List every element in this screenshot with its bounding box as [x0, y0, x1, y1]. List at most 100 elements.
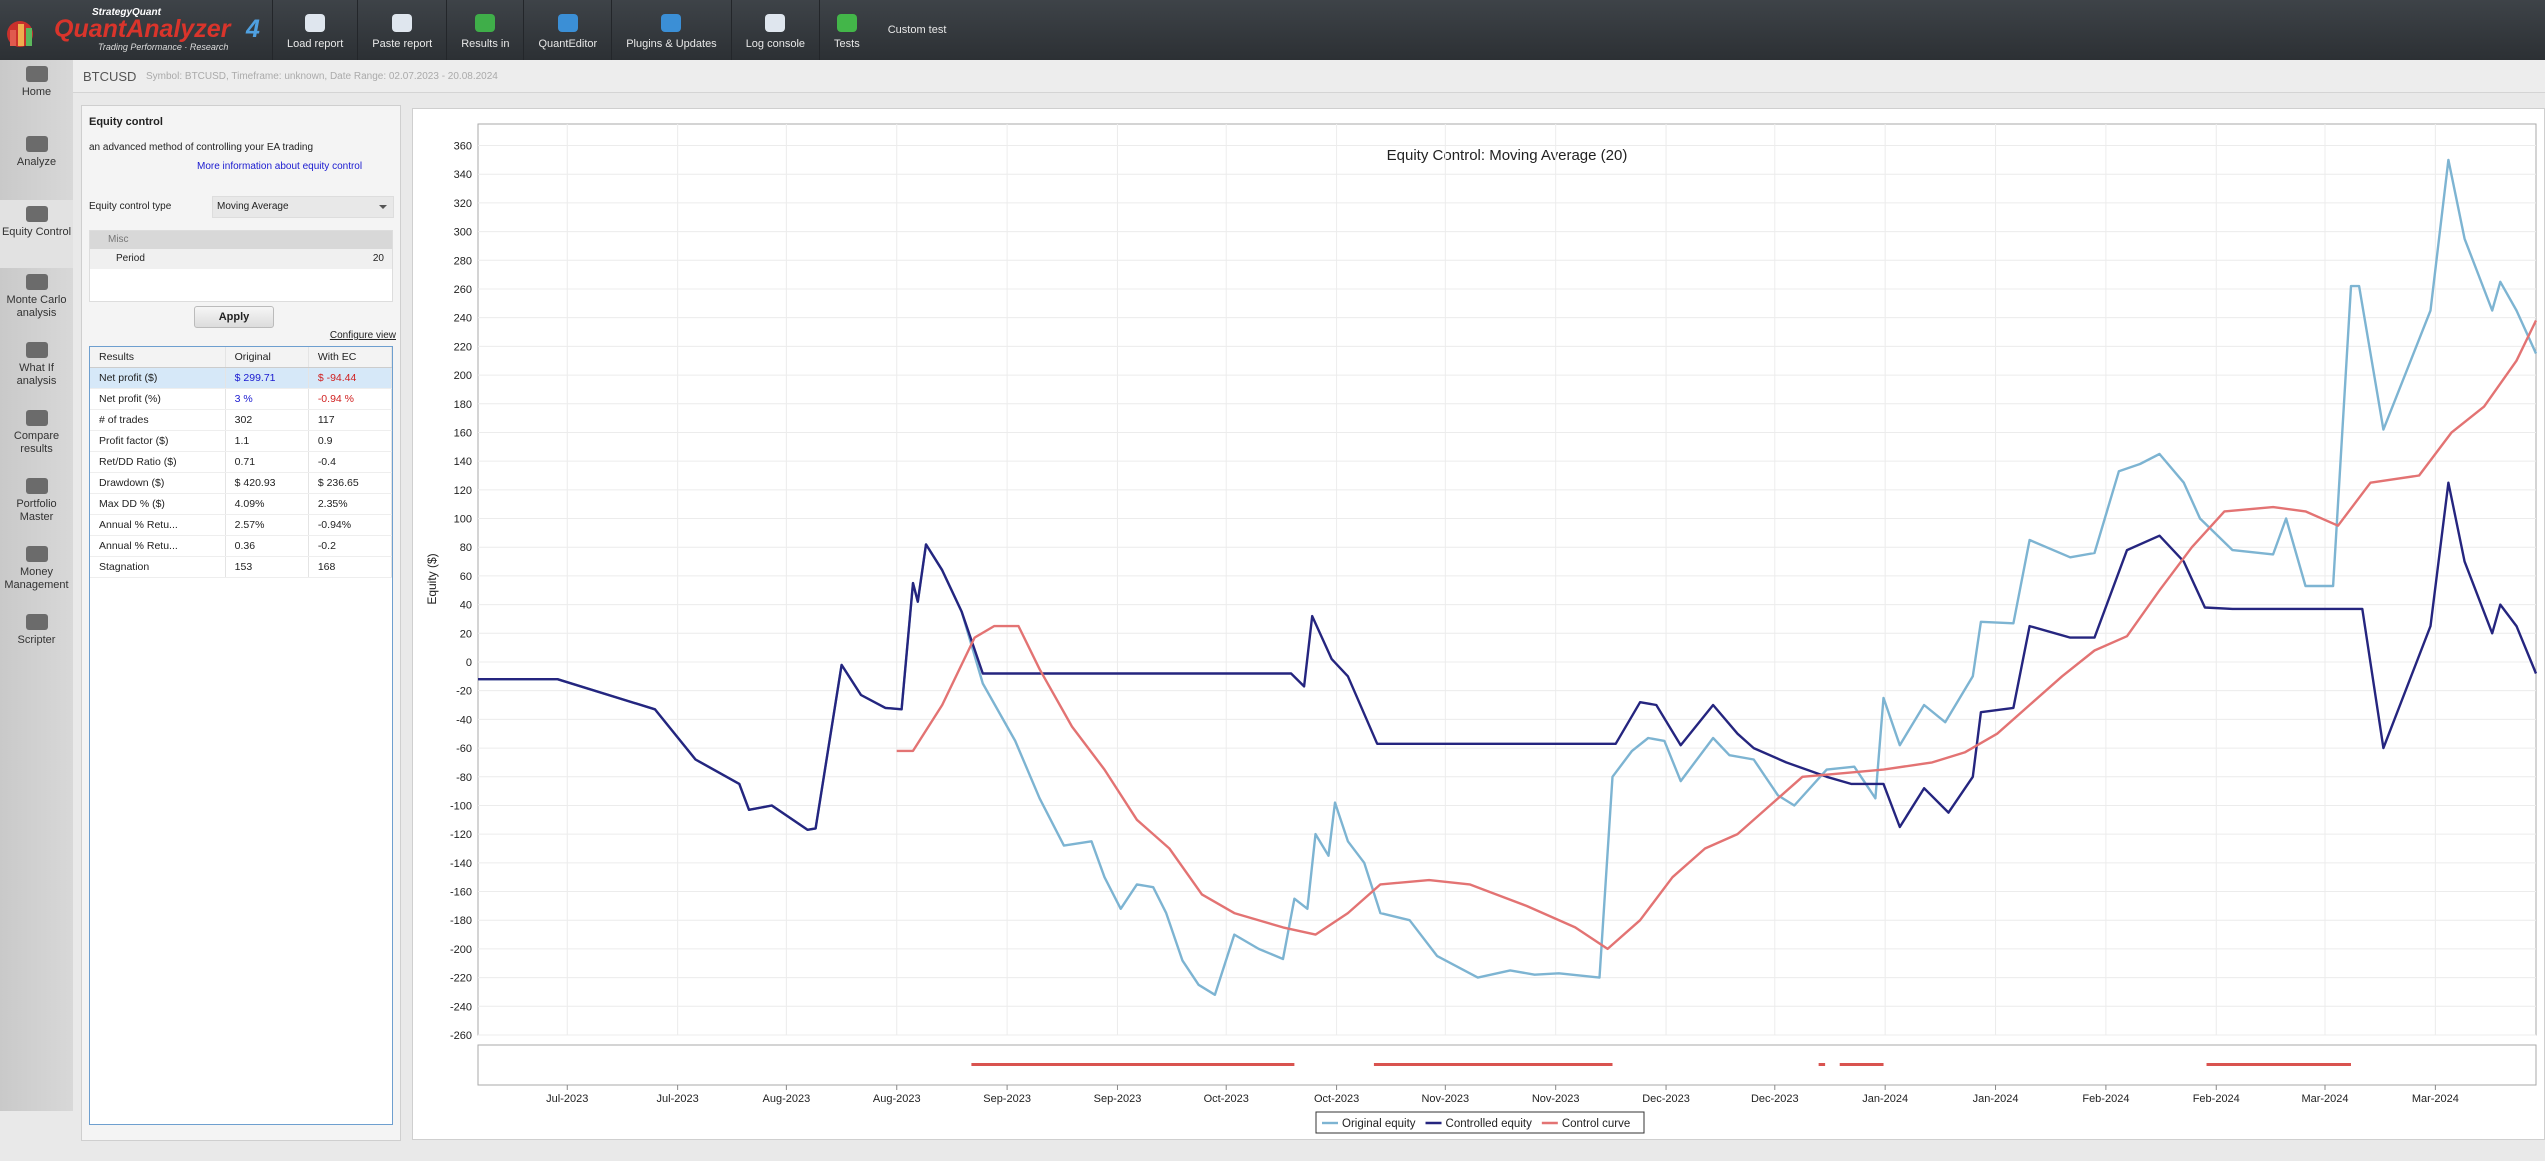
type-label: Equity control type	[89, 201, 172, 212]
legend: Original equity Controlled equity Control …	[1315, 1111, 1645, 1134]
y-tick-label: -240	[450, 1001, 472, 1013]
sidebar-item[interactable]: Scripter	[0, 608, 73, 658]
stop-period	[971, 1063, 1295, 1066]
toolbar-icon	[557, 14, 578, 32]
table-cell: -0.4	[308, 451, 393, 473]
table-row[interactable]: Net profit (%) 3 % -0.94 %	[90, 388, 393, 410]
legend-label: Controlled equity	[1446, 1118, 1533, 1130]
x-tick-label: Sep-2023	[983, 1093, 1031, 1105]
y-tick-label: -180	[450, 915, 472, 927]
y-tick-label: 160	[454, 427, 472, 439]
table-cell: 1.1	[225, 430, 309, 452]
table-row[interactable]: Profit factor ($) 1.1 0.9	[90, 430, 393, 452]
table-cell: Ret/DD Ratio ($)	[90, 451, 226, 473]
y-tick-label: 0	[466, 657, 472, 669]
sidebar-item[interactable]: Monte Carlo analysis	[0, 268, 73, 336]
toolbar-label: Custom test	[887, 24, 947, 36]
sidebar-icon	[25, 410, 48, 426]
y-tick-label: 20	[460, 628, 472, 640]
toolbar-button[interactable]: Paste report	[357, 0, 446, 60]
panel-description: an advanced method of controlling your E…	[89, 142, 314, 153]
toolbar-label: Results in	[461, 38, 510, 50]
table-row[interactable]: Annual % Retu... 0.36 -0.2	[90, 535, 393, 557]
type-dropdown[interactable]: Moving Average	[212, 196, 394, 218]
x-tick-label: Feb-2024	[2193, 1093, 2240, 1105]
legend-label: Original equity	[1342, 1118, 1416, 1130]
sidebar-label: Scripter	[17, 634, 56, 646]
toolbar-icon	[765, 14, 786, 32]
toolbar-icon	[475, 14, 496, 32]
toolbar-button[interactable]: Load report	[272, 0, 357, 60]
table-cell: $ 236.65	[308, 472, 393, 494]
toolbar-label: Load report	[287, 38, 344, 50]
x-tick-label: Jul-2023	[546, 1093, 588, 1105]
table-cell: 2.35%	[308, 493, 393, 515]
param-row[interactable]: Period 20	[90, 249, 392, 269]
toolbar-button[interactable]: Custom test	[874, 0, 961, 60]
sidebar-item[interactable]: Portfolio Master	[0, 472, 73, 540]
y-tick-label: 260	[454, 284, 472, 296]
sidebar-label: Home	[21, 86, 52, 98]
version: 4	[245, 15, 260, 43]
table-cell: Net profit (%)	[90, 388, 226, 410]
y-tick-label: 280	[454, 255, 472, 267]
table-row[interactable]: Ret/DD Ratio ($) 0.71 -0.4	[90, 451, 393, 473]
table-cell: Annual % Retu...	[90, 514, 226, 536]
y-tick-label: 240	[454, 313, 472, 325]
series-line	[478, 481, 2538, 831]
x-tick-label: Aug-2023	[873, 1093, 921, 1105]
panel-title: Equity control	[89, 116, 163, 128]
apply-button[interactable]: Apply	[194, 306, 274, 328]
y-tick-label: 340	[454, 169, 472, 181]
sidebar-item[interactable]: Analyze	[0, 130, 73, 200]
x-tick-label: Aug-2023	[763, 1093, 811, 1105]
sidebar-item[interactable]: Equity Control	[0, 200, 73, 268]
series-line	[896, 319, 2538, 951]
configure-link[interactable]: Configure view	[329, 330, 396, 341]
y-tick-label: -200	[450, 944, 472, 956]
sidebar-item[interactable]: Home	[0, 60, 73, 130]
table-row[interactable]: Net profit ($) $ 299.71 $ -94.44	[90, 367, 393, 389]
table-row[interactable]: Stagnation 153 168	[90, 556, 393, 578]
y-tick-label: -220	[450, 973, 472, 985]
x-tick-label: Jan-2024	[1862, 1093, 1908, 1105]
equity-control-panel: Equity control an advanced method of con…	[81, 105, 401, 1141]
table-cell: 2.57%	[225, 514, 309, 536]
table-row[interactable]: Max DD % ($) 4.09% 2.35%	[90, 493, 393, 515]
table-cell: Profit factor ($)	[90, 430, 226, 452]
y-axis-label: Equity ($)	[425, 553, 439, 604]
table-cell: 117	[308, 409, 393, 431]
param-value: 20	[372, 253, 384, 264]
y-tick-label: 300	[454, 227, 472, 239]
toolbar-button[interactable]: Log console	[730, 0, 819, 60]
toolbar-button[interactable]: Results in	[446, 0, 523, 60]
table-cell: $ -94.44	[308, 367, 393, 389]
results-table: Results Original With EC Net profit ($) $ 29…	[89, 346, 393, 1125]
info-link[interactable]: More information about equity control	[197, 161, 363, 172]
table-header: Results Original With EC	[90, 347, 393, 368]
column-header: With EC	[308, 347, 393, 368]
table-row[interactable]: # of trades 302 117	[90, 409, 393, 431]
sidebar-item[interactable]: Money Management	[0, 540, 73, 608]
table-row[interactable]: Annual % Retu... 2.57% -0.94%	[90, 514, 393, 536]
tagline: Trading Performance · Research	[98, 42, 228, 52]
table-cell: 302	[225, 409, 309, 431]
toolbar-button[interactable]: QuantEditor	[523, 0, 611, 60]
table-cell: 0.36	[225, 535, 309, 557]
sidebar-icon	[25, 478, 48, 494]
table-row[interactable]: Drawdown ($) $ 420.93 $ 236.65	[90, 472, 393, 494]
toolbar-label: Log console	[745, 38, 806, 50]
table-cell: -0.94 %	[308, 388, 393, 410]
sidebar-label: Money Management	[4, 566, 69, 591]
y-tick-label: 60	[460, 571, 472, 583]
y-tick-label: -80	[456, 772, 472, 784]
sidebar-icon	[25, 136, 48, 152]
logo: StrategyQuant QuantAnalyzer 4 Trading Pe…	[7, 7, 260, 52]
sidebar-item[interactable]: Compare results	[0, 404, 73, 472]
toolbar-button[interactable]: Plugins & Updates	[611, 0, 731, 60]
sidebar-item[interactable]: What If analysis	[0, 336, 73, 404]
x-tick-label: Oct-2023	[1204, 1093, 1249, 1105]
y-tick-label: -140	[450, 858, 472, 870]
table-cell: 153	[225, 556, 309, 578]
toolbar-button[interactable]: Tests	[819, 0, 874, 60]
